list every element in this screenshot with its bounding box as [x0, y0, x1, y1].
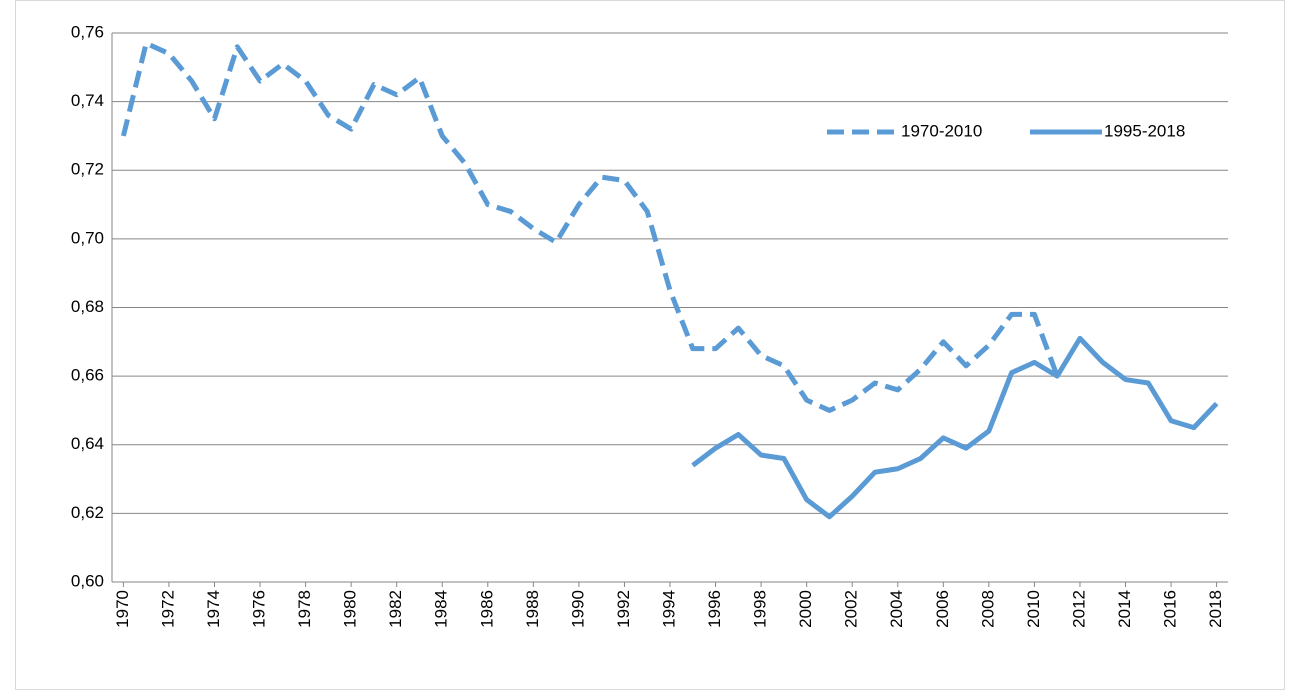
- x-tick-label: 1998: [751, 590, 770, 628]
- x-tick-label: 1988: [523, 590, 542, 628]
- x-tick-label: 1980: [341, 590, 360, 628]
- x-tick-label: 2012: [1069, 590, 1088, 628]
- x-tick-label: 1978: [295, 590, 314, 628]
- x-tick-label: 2016: [1161, 590, 1180, 628]
- line-series: [691, 335, 1219, 520]
- x-tick-label: 2018: [1206, 590, 1225, 628]
- x-tick-label: 1970: [113, 590, 132, 628]
- x-tick-label: 1992: [614, 590, 633, 628]
- x-tick-label: 2010: [1024, 590, 1043, 628]
- x-tick-label: 1990: [568, 590, 587, 628]
- x-tick-label: 2008: [978, 590, 997, 628]
- x-tick-label: 2006: [933, 590, 952, 628]
- y-tick-label: 0,68: [71, 297, 104, 316]
- legend-label: 1970-2010: [901, 121, 982, 140]
- legend-label: 1995-2018: [1104, 121, 1185, 140]
- x-tick-label: 1974: [204, 590, 223, 628]
- y-tick-label: 0,74: [71, 91, 104, 110]
- line-series: [120, 40, 1060, 413]
- x-tick-label: 1984: [432, 590, 451, 628]
- y-tick-label: 0,62: [71, 503, 104, 522]
- x-tick-label: 1986: [477, 590, 496, 628]
- y-tick-label: 0,66: [71, 366, 104, 385]
- x-tick-label: 1982: [386, 590, 405, 628]
- y-tick-label: 0,70: [71, 228, 104, 247]
- y-tick-label: 0,72: [71, 160, 104, 179]
- x-tick-label: 2002: [842, 590, 861, 628]
- y-tick-label: 0,76: [71, 22, 104, 41]
- x-tick-label: 1972: [158, 590, 177, 628]
- x-tick-label: 1976: [250, 590, 269, 628]
- x-tick-label: 1994: [659, 590, 678, 628]
- y-tick-label: 0,60: [71, 571, 104, 590]
- x-tick-label: 2014: [1115, 590, 1134, 628]
- x-tick-label: 2000: [796, 590, 815, 628]
- chart-border: [15, 0, 1285, 690]
- y-tick-label: 0,64: [71, 434, 104, 453]
- x-tick-label: 1996: [705, 590, 724, 628]
- x-tick-label: 2004: [887, 590, 906, 628]
